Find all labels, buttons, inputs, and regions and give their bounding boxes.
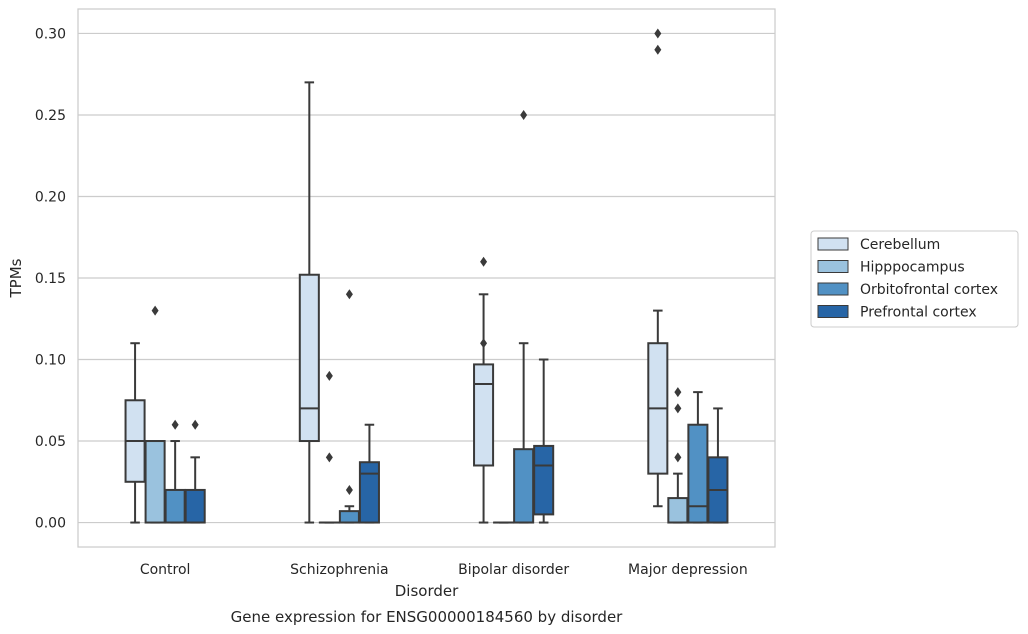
- outlier-point: [171, 419, 179, 430]
- legend-label: Prefrontal cortex: [860, 305, 977, 321]
- box-body: [473, 363, 495, 467]
- legend-swatch: [817, 237, 849, 251]
- outlier-point: [345, 484, 353, 495]
- box-body: [164, 488, 186, 524]
- outlier-point: [654, 44, 662, 55]
- boxes-layer: [124, 28, 729, 524]
- outlier-point: [674, 403, 682, 414]
- outlier-point: [674, 387, 682, 398]
- box-body: [533, 444, 555, 516]
- box-1-0: [144, 305, 166, 524]
- y-tick-label: 0.30: [35, 26, 66, 42]
- box-1-3: [667, 387, 689, 524]
- legend-swatch: [817, 282, 849, 296]
- x-tick-label: Bipolar disorder: [458, 562, 569, 578]
- outlier-point: [674, 452, 682, 463]
- x-tick-labels: Control Schizophrenia Bipolar disorder Majo…: [140, 562, 748, 578]
- y-tick-label: 0.00: [35, 516, 66, 532]
- y-tick-label: 0.25: [35, 108, 66, 124]
- box-0-1: [298, 81, 320, 524]
- box-body: [338, 510, 360, 524]
- box-2-1: [338, 289, 360, 524]
- box-3-2: [533, 358, 555, 524]
- outlier-point: [191, 419, 199, 430]
- x-tick-label: Major depression: [628, 562, 748, 578]
- chart-caption: Gene expression for ENSG00000184560 by d…: [231, 608, 624, 626]
- legend-items: Cerebellum Hipppocampus Orbitofrontal cort…: [817, 237, 998, 321]
- box-3-0: [184, 419, 206, 524]
- box-2-0: [164, 419, 186, 524]
- box-body: [687, 423, 709, 524]
- x-axis-title: Disorder: [395, 582, 459, 600]
- outlier-point: [345, 289, 353, 300]
- y-tick-label: 0.10: [35, 353, 66, 369]
- box-body: [667, 497, 689, 524]
- legend-swatch: [817, 260, 849, 273]
- outlier-point: [654, 28, 662, 39]
- box-body: [298, 273, 320, 443]
- outlier-point: [325, 370, 333, 381]
- box-body: [513, 448, 535, 524]
- outlier-point: [520, 109, 528, 120]
- x-tick-label: Schizophrenia: [290, 562, 388, 578]
- y-axis-title: TPMs: [7, 258, 25, 298]
- legend-label: Hipppocampus: [860, 260, 965, 276]
- box-0-3: [647, 28, 669, 508]
- x-tick-label: Control: [140, 562, 191, 578]
- box-2-2: [513, 109, 535, 524]
- legend: Cerebellum Hipppocampus Orbitofrontal cort…: [810, 230, 1019, 328]
- box-3-3: [707, 407, 729, 524]
- legend-frame: [810, 230, 1019, 328]
- outlier-point: [480, 338, 488, 349]
- plot-frame: [77, 8, 776, 548]
- box-body: [358, 461, 380, 524]
- box-0-0: [124, 342, 146, 524]
- y-tick-label: 0.20: [35, 189, 66, 205]
- legend-label: Orbitofrontal cortex: [860, 282, 998, 298]
- box-1-1: [318, 370, 340, 524]
- y-tick-label: 0.15: [35, 271, 66, 287]
- y-tick-labels: 0.00 0.05 0.10 0.15 0.20 0.25 0.30: [35, 26, 66, 531]
- outlier-point: [480, 256, 488, 267]
- legend-swatch: [817, 305, 849, 318]
- outlier-point: [325, 452, 333, 463]
- box-body: [144, 440, 166, 524]
- y-tick-label: 0.05: [35, 434, 66, 450]
- outlier-point: [151, 305, 159, 316]
- box-3-1: [358, 423, 380, 524]
- box-body: [184, 488, 206, 524]
- box-0-2: [473, 256, 495, 524]
- legend-label: Cerebellum: [860, 237, 940, 253]
